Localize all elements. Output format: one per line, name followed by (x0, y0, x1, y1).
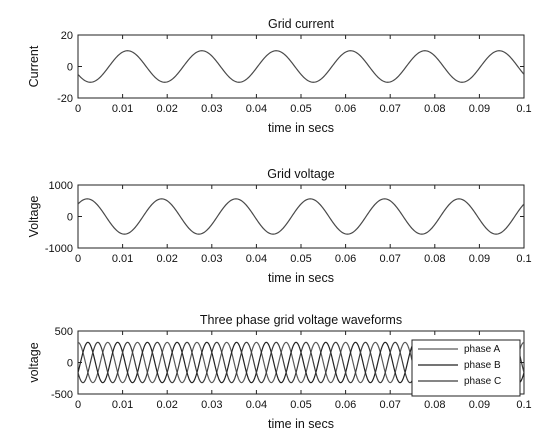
x-tick-label: 0.06 (335, 399, 356, 411)
chart-title: Three phase grid voltage waveforms (200, 313, 402, 327)
x-tick-label: 0.05 (290, 253, 311, 265)
x-tick-label: 0.01 (112, 253, 133, 265)
x-tick-label: 0.08 (424, 253, 445, 265)
chart-3: 0 0.01 0.02 0.03 0.04 0.05 0.06 0.07 0.08 0.09 0.1… (27, 313, 532, 431)
x-tick-label: 0.07 (379, 399, 400, 411)
x-tick-label: 0 (75, 399, 81, 411)
x-tick-label: 0.05 (290, 103, 311, 115)
x-tick-label: 0.03 (201, 399, 222, 411)
x-tick-label: 0.04 (246, 103, 267, 115)
x-tick-label: 0 (75, 253, 81, 265)
plot-area (77, 184, 525, 249)
chart-title: Grid current (268, 17, 335, 31)
y-tick-label: -20 (57, 93, 73, 105)
x-tick-label: 0.1 (516, 253, 531, 265)
x-tick-label: 0.03 (201, 103, 222, 115)
y-tick-label: -500 (51, 389, 73, 401)
x-tick-label: 0.04 (246, 399, 267, 411)
x-axis-label: time in secs (268, 417, 334, 431)
x-tick-label: 0.08 (424, 399, 445, 411)
y-tick-label: 20 (61, 30, 73, 42)
x-tick-label: 0.04 (246, 253, 267, 265)
x-tick-label: 0.01 (112, 399, 133, 411)
x-axis-label: time in secs (268, 271, 334, 285)
x-tick-label: 0.09 (469, 103, 490, 115)
x-tick-label: 0.02 (156, 253, 177, 265)
series-line-1 (78, 50, 524, 83)
x-tick-label: 0.03 (201, 253, 222, 265)
legend-label: phase C (464, 376, 501, 387)
y-axis-label: voltage (27, 342, 41, 382)
x-tick-label: 0.01 (112, 103, 133, 115)
y-tick-label: 500 (55, 326, 73, 338)
legend-label: phase B (464, 360, 501, 371)
chart-1: 0 0.01 0.02 0.03 0.04 0.05 0.06 0.07 0.08 0.09 0.1… (27, 17, 532, 135)
x-tick-label: 0.02 (156, 103, 177, 115)
y-tick-label: -1000 (45, 243, 73, 255)
x-tick-label: 0.1 (516, 103, 531, 115)
y-tick-label: 0 (67, 358, 73, 370)
x-tick-label: 0.07 (379, 253, 400, 265)
y-tick-label: 0 (67, 62, 73, 74)
y-axis-label: Voltage (27, 196, 41, 238)
x-tick-label: 0.07 (379, 103, 400, 115)
y-tick-label: 1000 (49, 180, 73, 192)
x-tick-label: 0.09 (469, 399, 490, 411)
x-tick-label: 0.09 (469, 253, 490, 265)
chart-title: Grid voltage (267, 167, 334, 181)
x-tick-label: 0.05 (290, 399, 311, 411)
y-tick-label: 0 (67, 212, 73, 224)
legend: phase A phase B phase C (411, 339, 521, 397)
x-tick-label: 0.06 (335, 253, 356, 265)
x-tick-label: 0.1 (516, 399, 531, 411)
y-axis-label: Current (27, 45, 41, 87)
legend-label: phase A (464, 344, 500, 355)
x-tick-label: 0.06 (335, 103, 356, 115)
x-tick-label: 0.02 (156, 399, 177, 411)
series-line-1 (78, 198, 524, 235)
x-tick-label: 0.08 (424, 103, 445, 115)
x-axis-label: time in secs (268, 121, 334, 135)
chart-2: 0 0.01 0.02 0.03 0.04 0.05 0.06 0.07 0.08 0.09 0.1… (27, 167, 532, 285)
x-tick-label: 0 (75, 103, 81, 115)
plot-area (77, 34, 525, 99)
